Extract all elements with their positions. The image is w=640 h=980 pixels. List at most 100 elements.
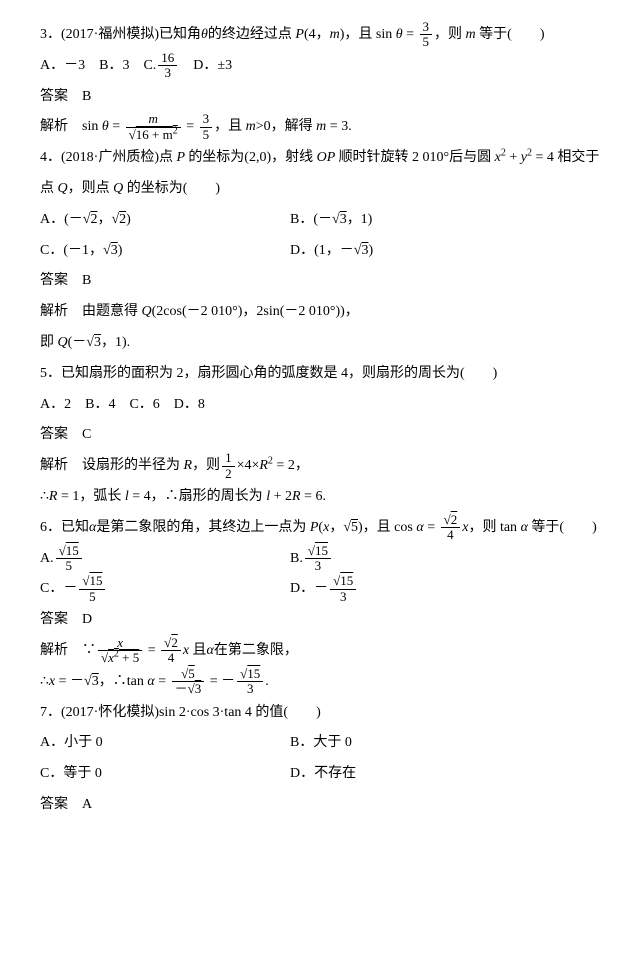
n: √15	[56, 544, 82, 558]
t: 16 + m	[136, 127, 173, 142]
t: =	[155, 674, 170, 689]
t: 在第二象限，	[214, 643, 298, 658]
t: ，则	[192, 458, 220, 473]
q4-row1: A．(－√2，√2) B．(－√3，1)	[40, 205, 610, 236]
q4-d: D．(1，－√3)	[290, 236, 373, 267]
q6-exp1: 解析 ∵x√x2 + 5 = √24x 且α在第二象限，	[40, 636, 610, 667]
t: (－	[68, 335, 87, 350]
t: 解析 ∵	[40, 643, 96, 658]
t: = 4 相交于	[532, 150, 599, 165]
t: 4．(2018·广州质检)点	[40, 150, 177, 165]
t: R	[292, 489, 301, 504]
d: 5	[56, 558, 82, 573]
q7-row1: A．小于 0 B．大于 0	[40, 728, 610, 759]
t: 15	[315, 543, 328, 558]
t: 3	[195, 681, 202, 696]
frac: √155	[56, 544, 82, 574]
t: 15	[247, 666, 260, 681]
frac: √5－√3	[172, 667, 205, 697]
t: )	[126, 212, 131, 227]
t: 是第二象限的角，其终边上一点为	[96, 520, 310, 535]
t: ，且	[214, 119, 246, 134]
t: m	[246, 119, 256, 134]
d: 3	[158, 65, 177, 80]
t: >0，解得	[256, 119, 316, 134]
t: P	[295, 27, 304, 42]
t: A．－3 B．3 C.	[40, 58, 156, 73]
q6-row1: A.√155 B.√153	[40, 544, 610, 575]
d: 2	[222, 466, 235, 481]
t: ，则	[434, 27, 466, 42]
t: = 4，∴扇形的周长为	[129, 489, 266, 504]
d: 5	[200, 127, 213, 142]
t: α	[147, 674, 154, 689]
t: Q	[58, 181, 68, 196]
t: .	[265, 674, 269, 689]
t: ，	[329, 520, 343, 535]
q7-d: D．不存在	[290, 759, 356, 790]
q3-opts: A．－3 B．3 C.163 D．±3	[40, 51, 610, 82]
t: 3	[340, 212, 347, 227]
n: 3	[200, 112, 213, 126]
t: = 1，弧长	[57, 489, 124, 504]
t: 2	[451, 512, 458, 527]
t: 15	[340, 573, 353, 588]
n: √15	[330, 574, 356, 588]
t: R	[184, 458, 193, 473]
t: 且	[189, 643, 207, 658]
t: 15	[89, 573, 102, 588]
q7-row2: C．等于 0 D．不存在	[40, 759, 610, 790]
t: 解析 sin	[40, 119, 102, 134]
t: ，则点	[68, 181, 114, 196]
t: (2cos(－2 010°)，2sin(－2 010°))，	[152, 304, 359, 319]
t: = －	[55, 674, 84, 689]
frac: 35	[200, 112, 213, 142]
frac: √155	[79, 574, 105, 604]
t: m	[316, 119, 326, 134]
q6-a: A.√155	[40, 544, 290, 575]
d: －√3	[172, 681, 205, 696]
t: )	[368, 243, 373, 258]
q6-exp2: ∴x = －√3，∴tan α = √5－√3 = －√153.	[40, 667, 610, 698]
t: ，∴tan	[99, 674, 148, 689]
frac: √153	[330, 574, 356, 604]
frac: 163	[158, 51, 177, 81]
t: 2	[171, 635, 178, 650]
t: Q	[142, 304, 152, 319]
t: A．(－	[40, 212, 83, 227]
t: 等于( )	[528, 520, 597, 535]
d: 3	[237, 681, 263, 696]
q4-b: B．(－√3，1)	[290, 205, 372, 236]
d: 4	[441, 527, 461, 542]
d: √x2 + 5	[98, 650, 142, 665]
t: Q	[58, 335, 68, 350]
q4-row2: C．(－1，√3) D．(1，－√3)	[40, 236, 610, 267]
frac: √153	[305, 544, 331, 574]
n: √5	[172, 667, 205, 681]
t: m	[330, 27, 340, 42]
t: 的坐标为( )	[123, 181, 220, 196]
d: 3	[330, 589, 356, 604]
t: ，	[97, 212, 111, 227]
t: P	[177, 150, 189, 165]
q5-exp1: 解析 设扇形的半径为 R，则12×4×R2 = 2，	[40, 451, 610, 482]
q4-ans: 答案 B	[40, 266, 610, 297]
t: =	[183, 119, 198, 134]
q4-stem: 4．(2018·广州质检)点 P 的坐标为(2,0)，射线 OP 顺时针旋转 2…	[40, 143, 610, 174]
t: Q	[113, 181, 123, 196]
q6-row2: C．－√155 D．－√153	[40, 574, 610, 605]
n: 1	[222, 451, 235, 465]
t: )	[118, 243, 123, 258]
t: =	[109, 119, 124, 134]
t: OP	[317, 150, 339, 165]
t: =	[144, 643, 159, 658]
t: ×4×	[237, 458, 260, 473]
q6-c: C．－√155	[40, 574, 290, 605]
q3-ans: 答案 B	[40, 82, 610, 113]
frac: 35	[420, 20, 433, 50]
n: 3	[420, 20, 433, 34]
t: 5	[351, 520, 358, 535]
t: =	[403, 27, 418, 42]
frac: m√16 + m2	[126, 112, 181, 142]
t: + 2	[270, 489, 292, 504]
